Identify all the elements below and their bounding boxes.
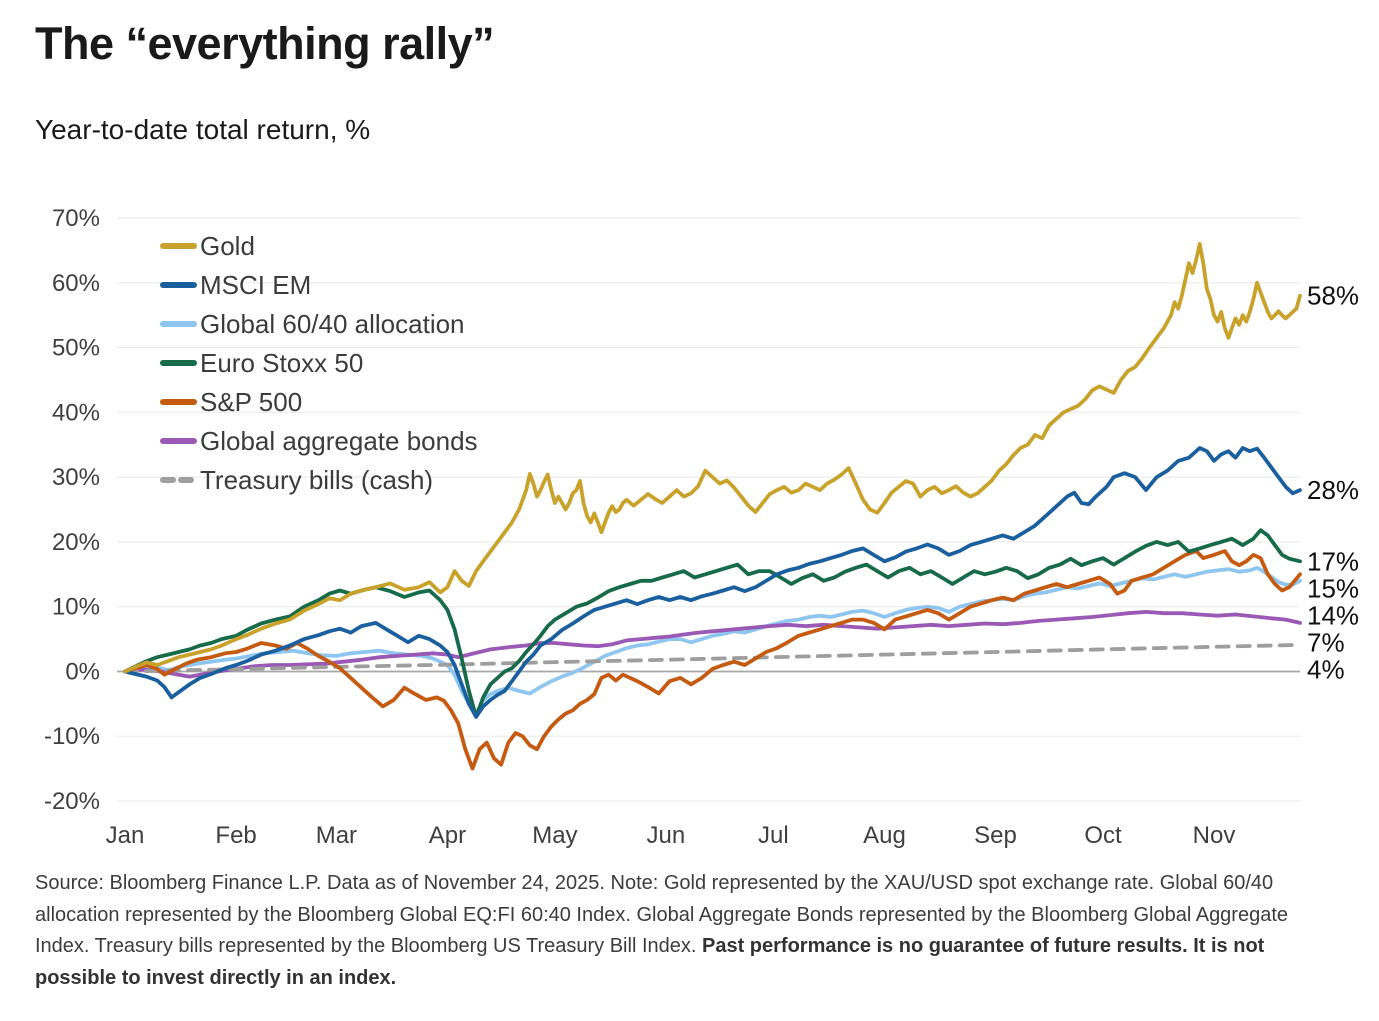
- line-chart: 70% 60% 50% 40% 30% 20% 10% 0% -10% -20%Jan Feb Mar…: [44, 205, 1359, 849]
- y-axis-tick-label: 40%: [52, 399, 100, 426]
- end-label-global-agg-bonds: 7%: [1307, 627, 1345, 657]
- series-line-msci-em: [123, 446, 1302, 719]
- chart-title: The “everything rally”: [35, 18, 495, 69]
- x-axis-tick-label: Apr: [429, 822, 466, 849]
- x-axis-tick-label: Nov: [1193, 822, 1236, 849]
- series-line-euro-stoxx-50: [123, 528, 1302, 719]
- legend-label-gold: Gold: [200, 231, 255, 261]
- end-label-msci-em: 28%: [1307, 475, 1359, 505]
- end-label-gold: 58%: [1307, 281, 1359, 311]
- end-label-global-6040: 14%: [1307, 600, 1359, 630]
- y-axis-tick-label: 10%: [52, 594, 100, 621]
- y-axis-tick-label: 0%: [65, 659, 100, 686]
- y-axis-tick-label: -20%: [44, 788, 100, 815]
- x-axis-tick-label: May: [532, 822, 577, 849]
- x-axis-tick-label: Sep: [974, 822, 1017, 849]
- end-label-sp500: 15%: [1307, 573, 1359, 603]
- y-axis-tick-label: 30%: [52, 464, 100, 491]
- source-note-regular: Source: Bloomberg Finance L.P. Data as o…: [35, 872, 1289, 958]
- y-axis-tick-label: 60%: [52, 270, 100, 297]
- x-axis-tick-label: Feb: [215, 822, 256, 849]
- x-axis-tick-label: Mar: [316, 822, 357, 849]
- legend-label-euro-stoxx-50: Euro Stoxx 50: [200, 348, 363, 378]
- y-axis-tick-label: 70%: [52, 205, 100, 232]
- legend-label-msci-em: MSCI EM: [200, 270, 311, 300]
- y-axis-tick-label: 20%: [52, 529, 100, 556]
- legend-label-tbills: Treasury bills (cash): [200, 465, 433, 495]
- source-note: Source: Bloomberg Finance L.P. Data as o…: [35, 868, 1305, 994]
- chart-subtitle: Year-to-date total return, %: [35, 114, 371, 145]
- x-axis-tick-label: Jul: [758, 822, 789, 849]
- series-line-tbills: [123, 642, 1302, 674]
- x-axis-tick-label: Aug: [863, 822, 906, 849]
- y-axis-tick-label: -10%: [44, 723, 100, 750]
- y-axis-tick-label: 50%: [52, 335, 100, 362]
- x-axis-tick-label: Jan: [106, 822, 145, 849]
- series-line-sp500: [123, 549, 1302, 771]
- legend-label-global-6040: Global 60/40 allocation: [200, 309, 465, 339]
- end-label-euro-stoxx-50: 17%: [1307, 546, 1359, 576]
- legend-label-sp500: S&P 500: [200, 387, 302, 417]
- x-axis-tick-label: Jun: [647, 822, 686, 849]
- series-line-gold: [123, 242, 1302, 674]
- x-axis-tick-label: Oct: [1084, 822, 1122, 849]
- source-note-bold: Past performance is no guarantee of futu…: [35, 935, 1265, 989]
- end-label-tbills: 4%: [1307, 654, 1345, 684]
- legend-label-global-agg-bonds: Global aggregate bonds: [200, 426, 478, 456]
